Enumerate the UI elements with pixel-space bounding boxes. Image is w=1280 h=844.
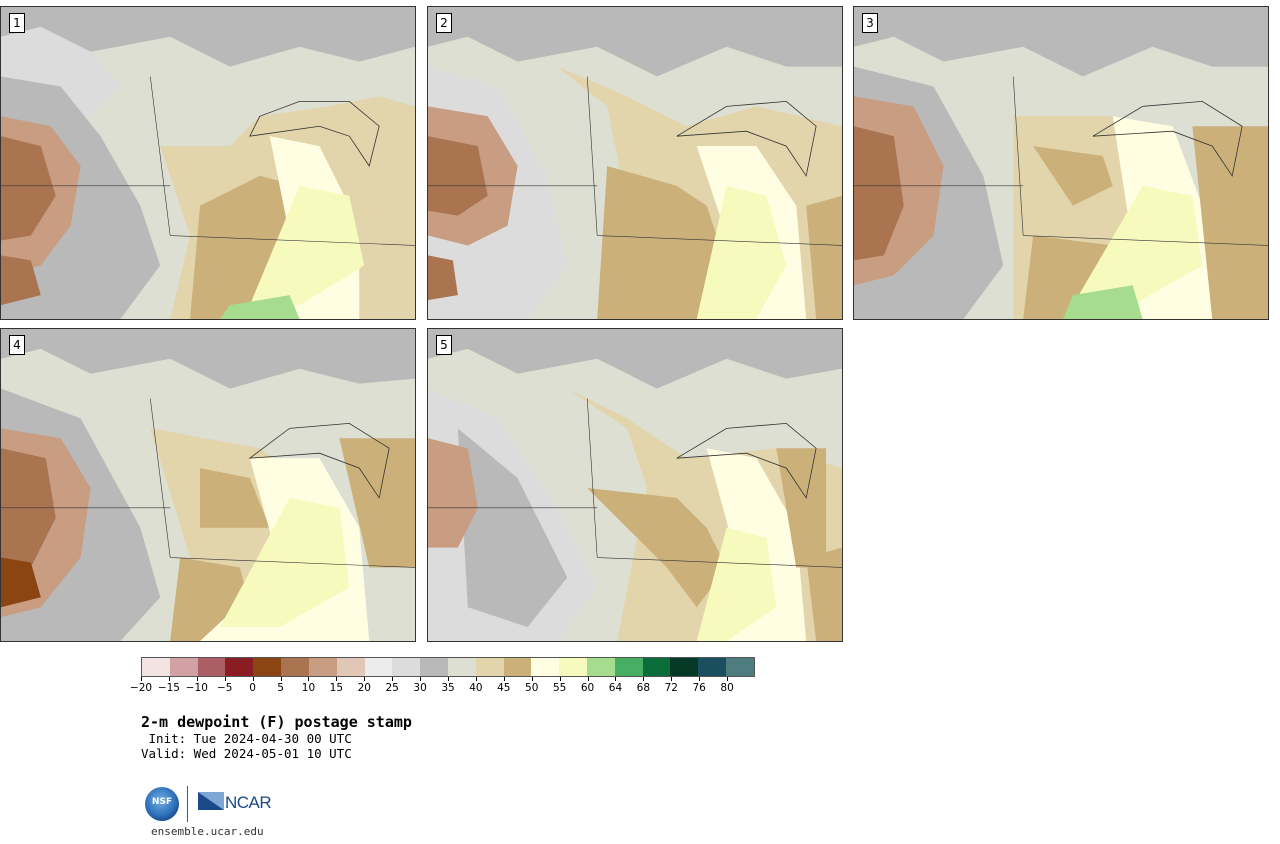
colorbar-tick-label: −20 bbox=[129, 682, 153, 694]
page-title: 2-m dewpoint (F) postage stamp bbox=[141, 713, 412, 731]
colorbar-tick-label: 50 bbox=[525, 682, 539, 694]
colorbar-tick-label: 80 bbox=[720, 682, 734, 694]
panel-number: 2 bbox=[436, 13, 452, 33]
colorbar-tick bbox=[615, 677, 617, 681]
colorbar-tick bbox=[531, 677, 533, 681]
colorbar-tick bbox=[559, 677, 561, 681]
logos: NSF NCAR bbox=[145, 784, 275, 824]
colorbar-tick bbox=[336, 677, 338, 681]
colorbar-tick bbox=[503, 677, 505, 681]
valid-time: Valid: Wed 2024-05-01 10 UTC bbox=[141, 746, 352, 761]
colorbar-swatch bbox=[253, 658, 282, 676]
colorbar-tick bbox=[392, 677, 394, 681]
colorbar-tick bbox=[308, 677, 310, 681]
colorbar-tick-label: 64 bbox=[608, 682, 623, 694]
colorbar-swatch bbox=[614, 658, 643, 676]
colorbar-tick-label: 5 bbox=[277, 682, 284, 694]
dewpoint-map-3 bbox=[854, 7, 1268, 319]
colorbar-tick-label: −10 bbox=[185, 682, 208, 694]
colorbar-swatch bbox=[169, 658, 198, 676]
ncar-logo-text: NCAR bbox=[225, 793, 272, 812]
colorbar-tick-label: 60 bbox=[580, 682, 595, 694]
colorbar-tick bbox=[475, 677, 477, 681]
colorbar-tick-label: 68 bbox=[636, 682, 651, 694]
colorbar-tick bbox=[280, 677, 282, 681]
colorbar-swatch bbox=[308, 658, 337, 676]
website-link[interactable]: ensemble.ucar.edu bbox=[151, 825, 264, 838]
colorbar-swatch bbox=[392, 658, 421, 676]
colorbar-tick-label: 40 bbox=[469, 682, 483, 694]
dewpoint-map-4 bbox=[1, 329, 415, 641]
colorbar-swatch bbox=[475, 658, 504, 676]
colorbar-tick bbox=[448, 677, 449, 681]
colorbar-tick bbox=[252, 677, 254, 681]
colorbar-tick-label: −15 bbox=[157, 682, 180, 694]
colorbar-swatch bbox=[197, 658, 226, 676]
panel-number: 4 bbox=[9, 335, 25, 355]
colorbar-tick bbox=[196, 677, 198, 681]
colorbar-tick bbox=[364, 677, 366, 681]
colorbar-swatch bbox=[670, 658, 699, 676]
dewpoint-map-1 bbox=[1, 7, 415, 319]
colorbar-tick bbox=[141, 677, 142, 681]
colorbar-swatch bbox=[142, 658, 170, 676]
colorbar-swatch bbox=[447, 658, 476, 676]
colorbar-swatch bbox=[726, 658, 754, 676]
colorbar-tick-label: 72 bbox=[664, 682, 678, 694]
colorbar-tick-label: 15 bbox=[329, 682, 344, 694]
init-time: Init: Tue 2024-04-30 00 UTC bbox=[141, 731, 352, 746]
panel-number: 1 bbox=[9, 13, 25, 33]
colorbar-tick bbox=[587, 677, 589, 681]
colorbar-swatch bbox=[642, 658, 671, 676]
panel-number: 3 bbox=[862, 13, 878, 33]
colorbar-swatch bbox=[587, 658, 615, 676]
map-panel-3: 3 bbox=[853, 6, 1269, 320]
colorbar-tick bbox=[168, 677, 170, 681]
colorbar-tick bbox=[671, 677, 673, 681]
dewpoint-map-5 bbox=[428, 329, 842, 641]
colorbar-tick-label: 45 bbox=[497, 682, 511, 694]
nsf-logo: NSF bbox=[145, 787, 179, 821]
colorbar bbox=[141, 657, 755, 677]
colorbar-tick-label: 55 bbox=[552, 682, 567, 694]
dewpoint-map-2 bbox=[428, 7, 842, 319]
map-panel-5: 5 bbox=[427, 328, 843, 642]
colorbar-tick-label: 20 bbox=[357, 682, 371, 694]
colorbar-tick bbox=[727, 677, 729, 681]
colorbar-tick-label: 25 bbox=[385, 682, 399, 694]
ncar-logo-icon bbox=[198, 792, 224, 810]
colorbar-ticks: −20 −15 −10 −5 0 5 10 15 20 25 30 35 40 45 50 55 60 64 68 7… bbox=[130, 677, 755, 697]
colorbar-tick bbox=[420, 677, 422, 681]
logo-divider bbox=[187, 786, 188, 822]
colorbar-tick-label: 10 bbox=[301, 682, 316, 694]
colorbar-swatch bbox=[531, 658, 560, 676]
colorbar-tick-label: 76 bbox=[692, 682, 706, 694]
colorbar-swatch bbox=[364, 658, 393, 676]
colorbar-swatch bbox=[225, 658, 254, 676]
colorbar-tick bbox=[224, 677, 226, 681]
colorbar-swatch bbox=[281, 658, 309, 676]
colorbar-swatch bbox=[503, 658, 532, 676]
colorbar-tick-label: 30 bbox=[413, 682, 427, 694]
colorbar-tick bbox=[643, 677, 645, 681]
colorbar-tick bbox=[699, 677, 701, 681]
colorbar-swatch bbox=[420, 658, 448, 676]
panel-number: 5 bbox=[436, 335, 452, 355]
colorbar-swatch bbox=[336, 658, 365, 676]
map-panel-2: 2 bbox=[427, 6, 843, 320]
colorbar-tick-label: 0 bbox=[249, 682, 256, 694]
colorbar-swatch bbox=[559, 658, 587, 676]
map-panel-4: 4 bbox=[0, 328, 416, 642]
colorbar-tick-label: −5 bbox=[216, 682, 233, 694]
map-panel-1: 1 bbox=[0, 6, 416, 320]
colorbar-swatch bbox=[698, 658, 727, 676]
colorbar-tick-label: 35 bbox=[441, 682, 455, 694]
